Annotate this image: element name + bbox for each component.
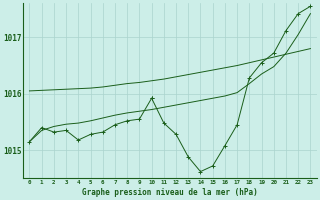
X-axis label: Graphe pression niveau de la mer (hPa): Graphe pression niveau de la mer (hPa)	[82, 188, 258, 197]
